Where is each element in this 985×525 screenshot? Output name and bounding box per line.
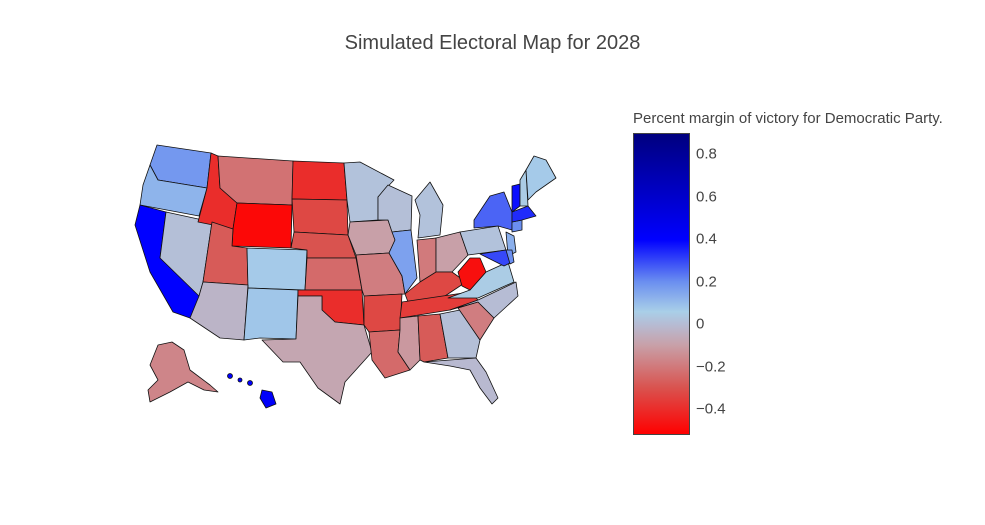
- state-ME[interactable]: [525, 155, 557, 201]
- colorbar-title: Percent margin of victory for Democratic…: [633, 110, 943, 127]
- colorbar-tick-label: −0.4: [696, 400, 726, 418]
- state-WY[interactable]: [231, 202, 293, 249]
- colorbar: [633, 133, 690, 435]
- state-MD[interactable]: [479, 249, 513, 267]
- state-NC[interactable]: [449, 281, 519, 319]
- state-FL[interactable]: [423, 357, 499, 405]
- state-NY[interactable]: [473, 191, 513, 231]
- state-SD[interactable]: [291, 198, 349, 236]
- state-AR[interactable]: [363, 293, 403, 333]
- state-IA[interactable]: [347, 219, 396, 256]
- state-AZ[interactable]: [189, 281, 249, 341]
- colorbar-tick-label: 0: [696, 315, 705, 333]
- state-AK[interactable]: [147, 341, 219, 403]
- state-HI-island[interactable]: [237, 377, 243, 383]
- state-OR[interactable]: [139, 164, 208, 217]
- state-NM[interactable]: [243, 287, 299, 341]
- map-title: Simulated Electoral Map for 2028: [344, 32, 641, 54]
- state-HI[interactable]: [259, 389, 277, 409]
- colorbar-tick-label: 0.2: [696, 273, 717, 291]
- state-MI[interactable]: [414, 181, 444, 239]
- state-ND[interactable]: [291, 160, 348, 201]
- colorbar-tick-label: 0.6: [696, 188, 717, 206]
- state-HI-island[interactable]: [247, 380, 253, 386]
- colorbar-tick-label: −0.2: [696, 358, 726, 376]
- state-TX[interactable]: [261, 295, 373, 405]
- state-VT[interactable]: [511, 183, 521, 213]
- state-KS[interactable]: [304, 257, 363, 291]
- state-OH[interactable]: [435, 231, 469, 273]
- colorbar-tick-label: 0.8: [696, 145, 717, 163]
- colorbar-tick-label: 0.4: [696, 230, 717, 248]
- state-GA[interactable]: [439, 309, 481, 359]
- state-IL[interactable]: [388, 229, 418, 295]
- state-NH[interactable]: [519, 169, 529, 207]
- state-AL[interactable]: [417, 313, 449, 363]
- state-MA[interactable]: [511, 205, 537, 223]
- state-CO[interactable]: [246, 247, 308, 291]
- state-HI-island[interactable]: [227, 373, 233, 379]
- state-WV[interactable]: [457, 257, 487, 291]
- state-DE[interactable]: [505, 249, 515, 265]
- state-PA[interactable]: [459, 225, 507, 256]
